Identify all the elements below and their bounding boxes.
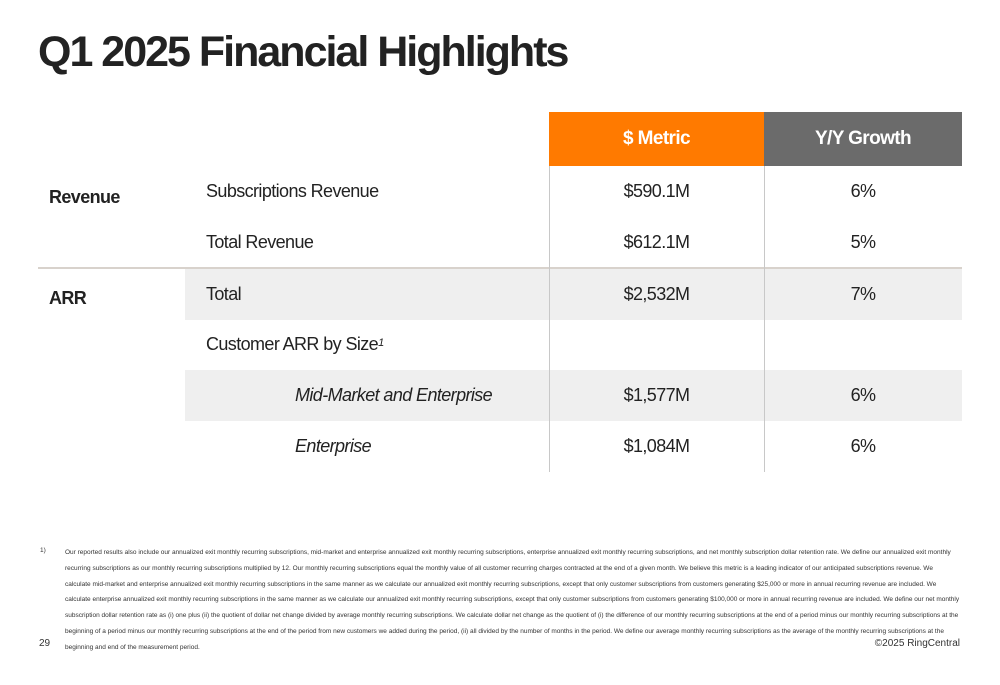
row-label-mid-market-enterprise: Mid-Market and Enterprise <box>295 385 493 405</box>
group-label-arr: ARR <box>49 288 87 308</box>
metric-column-header: $ Metric <box>549 112 764 166</box>
row-label-arr-total: Total <box>206 284 242 304</box>
metric-mid-market-enterprise: $1,577M <box>623 385 690 405</box>
row-label-enterprise: Enterprise <box>295 436 372 456</box>
footnote-reference: 1 <box>378 336 384 349</box>
row-label-subscriptions-revenue: Subscriptions Revenue <box>206 181 379 201</box>
row-shade-total <box>185 269 962 320</box>
row-shade-mid-market <box>185 370 962 421</box>
customer-arr-label-text: Customer ARR by Size <box>206 334 379 354</box>
growth-enterprise: 6% <box>850 436 876 456</box>
growth-column-header: Y/Y Growth <box>764 112 962 166</box>
page-number: 29 <box>39 638 51 649</box>
page-title: Q1 2025 Financial Highlights <box>38 28 569 76</box>
footnote-text: Our reported results also include our an… <box>65 549 960 651</box>
row-label-total-revenue: Total Revenue <box>206 232 314 252</box>
growth-customer-arr-by-size <box>764 319 962 370</box>
growth-arr-total: 7% <box>850 284 876 304</box>
row-label-customer-arr-by-size: Customer ARR by Size 1 <box>206 319 384 370</box>
growth-subscriptions-revenue: 6% <box>850 181 876 201</box>
metric-total-revenue: $612.1M <box>623 232 690 252</box>
metric-enterprise: $1,084M <box>623 436 690 456</box>
copyright: ©2025 RingCentral <box>874 638 960 649</box>
column-divider-metric <box>549 166 550 472</box>
column-divider-growth <box>764 166 765 472</box>
metric-subscriptions-revenue: $590.1M <box>623 181 690 201</box>
metric-arr-total: $2,532M <box>623 284 690 304</box>
growth-mid-market-enterprise: 6% <box>850 385 876 405</box>
group-divider <box>38 267 962 269</box>
group-label-revenue: Revenue <box>49 187 120 207</box>
metric-customer-arr-by-size <box>549 319 764 370</box>
growth-total-revenue: 5% <box>850 232 876 252</box>
footnote-number: 1) <box>40 547 46 554</box>
